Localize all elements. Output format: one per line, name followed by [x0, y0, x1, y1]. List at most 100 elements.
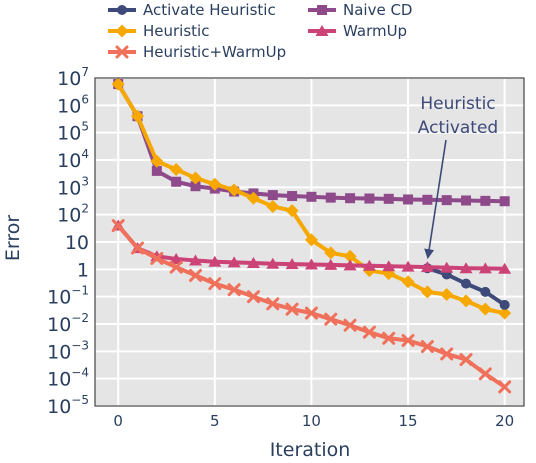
legend-label: Naive CD — [343, 1, 412, 19]
data-point — [324, 312, 338, 326]
data-point — [498, 262, 512, 274]
y-axis-label: Error — [2, 215, 24, 262]
legend-marker — [315, 25, 329, 36]
data-point — [498, 306, 512, 320]
y-tick-label: 10−4 — [47, 366, 89, 391]
legend-item-activate-heuristic[interactable]: Activate Heuristic — [108, 1, 276, 19]
y-tick-label: 1 — [77, 259, 89, 281]
data-point — [306, 191, 317, 202]
legend-label: Heuristic+WarmUp — [143, 43, 286, 61]
legend-label: Activate Heuristic — [143, 1, 276, 19]
data-point — [111, 219, 125, 233]
data-point — [401, 333, 415, 347]
axis-ticks: 0 5 10 15 2010710610510410310210110−110−210−… — [47, 65, 514, 430]
data-point — [227, 256, 241, 268]
data-point — [403, 194, 414, 205]
data-point — [266, 297, 280, 311]
x-tick-label: 5 — [210, 412, 220, 430]
data-point — [459, 294, 473, 308]
plot-frame — [94, 77, 525, 407]
data-point — [498, 380, 512, 394]
data-point — [188, 268, 202, 282]
data-point — [287, 191, 298, 202]
y-tick-label: 10−3 — [47, 338, 89, 363]
data-point — [441, 195, 452, 206]
y-tick-label: 104 — [57, 147, 89, 172]
data-point — [401, 275, 415, 289]
data-point — [171, 176, 182, 187]
legend-item-warmup[interactable]: WarmUp — [308, 22, 407, 40]
data-point — [285, 204, 299, 218]
x-tick-label: 0 — [113, 412, 123, 430]
data-point — [188, 171, 202, 185]
series-heuristic — [111, 77, 512, 320]
data-point — [285, 258, 299, 270]
series-heuristic-warmup — [111, 219, 512, 394]
data-point — [190, 181, 201, 192]
data-point — [382, 260, 396, 272]
data-point — [150, 154, 164, 168]
y-tick-label: 10 — [65, 232, 89, 254]
data-point — [246, 257, 260, 269]
annotation-layer: Heuristic Activated — [418, 94, 498, 260]
y-tick-label: 105 — [57, 120, 89, 145]
y-tick-label: 107 — [57, 65, 89, 90]
legend-marker — [117, 5, 127, 15]
data-point — [227, 283, 241, 297]
data-point — [131, 241, 145, 255]
legend-marker — [115, 24, 129, 38]
y-tick-label: 102 — [57, 202, 89, 227]
data-point — [364, 193, 375, 204]
legend-marker — [115, 45, 129, 59]
data-point — [478, 367, 492, 381]
annotation-text: Activated — [418, 118, 498, 138]
data-point — [440, 261, 454, 273]
x-tick-label: 15 — [399, 412, 418, 430]
legend-item-heuristic-warmup[interactable]: Heuristic+WarmUp — [108, 43, 286, 61]
annotation-arrow — [424, 139, 447, 260]
y-tick-label: 10−1 — [47, 284, 89, 309]
y-tick-label: 103 — [57, 174, 89, 199]
data-point — [208, 255, 222, 267]
legend-marker — [317, 5, 327, 15]
data-point — [131, 109, 145, 123]
series-layer — [111, 77, 512, 394]
data-point — [383, 193, 394, 204]
data-point — [420, 285, 434, 299]
data-point — [343, 249, 357, 263]
data-point — [401, 260, 415, 272]
x-tick-label: 20 — [495, 412, 514, 430]
data-point — [440, 347, 454, 361]
data-point — [499, 299, 510, 310]
data-point — [169, 260, 183, 274]
y-tick-label: 10−5 — [47, 393, 89, 418]
y-tick-label: 106 — [57, 92, 89, 117]
data-point — [169, 252, 183, 264]
data-point — [325, 192, 336, 203]
legend-item-heuristic[interactable]: Heuristic — [108, 22, 209, 40]
data-point — [285, 302, 299, 316]
x-axis-label: Iteration — [270, 439, 351, 459]
data-point — [422, 194, 433, 205]
data-point — [111, 77, 125, 91]
data-point — [345, 193, 356, 204]
data-point — [440, 288, 454, 302]
data-point — [343, 259, 357, 271]
data-point — [304, 233, 318, 247]
data-point — [266, 257, 280, 269]
data-point — [343, 318, 357, 332]
data-point — [150, 251, 164, 265]
data-point — [478, 302, 492, 316]
annotation-text: Heuristic — [420, 94, 495, 114]
data-point — [382, 331, 396, 345]
data-point — [324, 258, 338, 270]
data-point — [362, 259, 376, 271]
y-tick-label: 10−2 — [47, 311, 89, 336]
legend-item-naive-cd[interactable]: Naive CD — [308, 1, 412, 19]
data-point — [461, 278, 472, 289]
data-point — [324, 246, 338, 260]
data-point — [304, 306, 318, 320]
legend: Activate Heuristic Naive CD Heuristic WarmU… — [108, 1, 412, 61]
data-point — [480, 286, 491, 297]
